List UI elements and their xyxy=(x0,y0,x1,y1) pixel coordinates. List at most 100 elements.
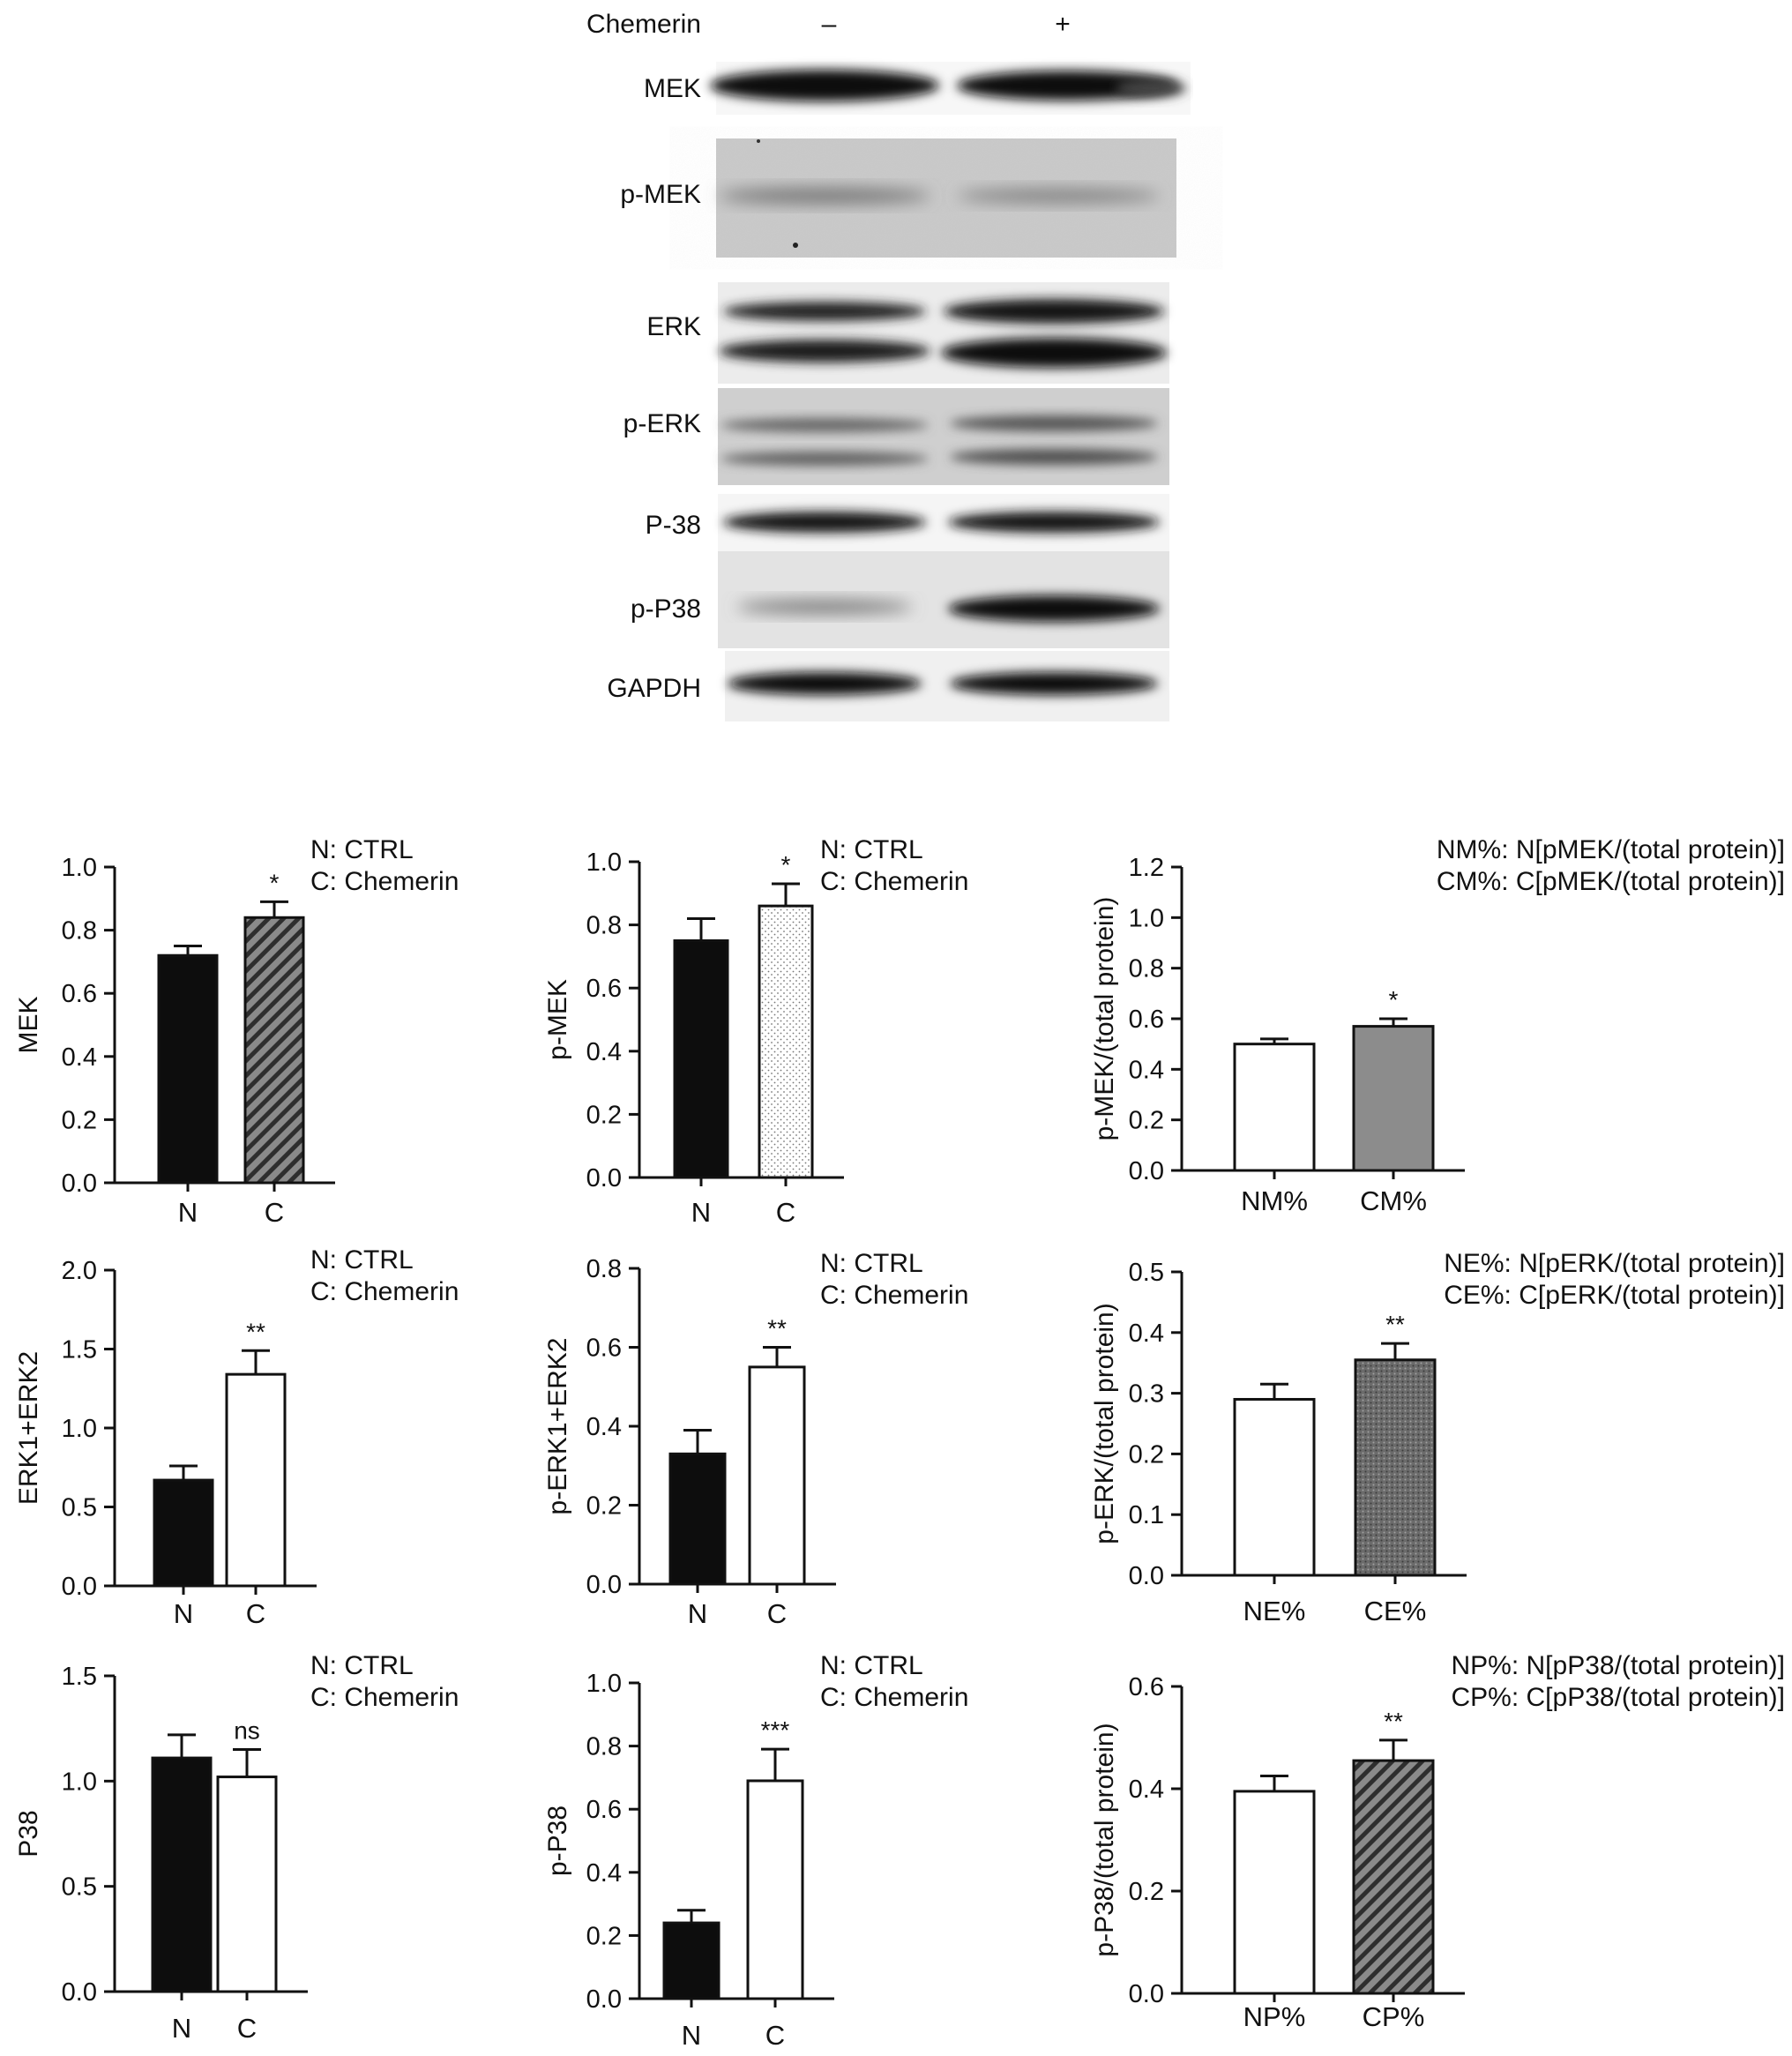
legend-entry: NM%: N[pMEK/(total protein)] xyxy=(1437,835,1785,864)
blot-row-gapdh: GAPDH xyxy=(607,651,1169,721)
y-tick-label: 0.6 xyxy=(586,1335,622,1363)
chart-p-mek-total-protein: 0.0 0.2 0.4 0.6 0.8 1.0 1.2 p-MEK/(total protei… xyxy=(1090,835,1785,1216)
y-tick-label: 0.4 xyxy=(1129,1320,1164,1348)
blot-label-gapdh: GAPDH xyxy=(607,674,701,703)
significance-label: *** xyxy=(761,1716,790,1744)
y-tick-label: 0.6 xyxy=(1129,1006,1164,1034)
y-tick-label: 1.0 xyxy=(586,1670,622,1698)
x-category-label: CE% xyxy=(1364,1596,1427,1626)
legend-entry: N: CTRL xyxy=(310,835,414,864)
blot-lane-label-plus: + xyxy=(1055,10,1071,39)
bar-c xyxy=(225,1372,287,1588)
bar-nm-pct xyxy=(1233,1043,1316,1172)
chart-p-p38-total-protein: 0.0 0.2 0.4 0.6 p-P38/(total protein) NP% ** CP… xyxy=(1090,1651,1785,2032)
chart-mek: 0.0 0.2 0.4 0.6 0.8 1.0 MEK N * C N: CTRL C: Chemer… xyxy=(14,835,459,1228)
y-tick-label: 0.2 xyxy=(586,1492,622,1521)
y-axis-label: P38 xyxy=(14,1810,43,1857)
chart-p-erk-total-protein: 0.0 0.1 0.2 0.3 0.4 0.5 p-ERK/(total protein) N… xyxy=(1090,1249,1785,1626)
blot-row-mek: MEK xyxy=(644,62,1191,115)
bar-ce-pct xyxy=(1354,1358,1437,1577)
blot-label-p-p38: p-P38 xyxy=(631,594,701,624)
significance-label: * xyxy=(781,851,791,878)
y-tick-label: 0.4 xyxy=(1129,1056,1164,1084)
y-axis-label: p-ERK1+ERK2 xyxy=(543,1338,572,1515)
y-tick-label: 0.0 xyxy=(62,1573,97,1601)
blot-treatment-label: Chemerin xyxy=(586,10,701,39)
x-category-label: NM% xyxy=(1241,1185,1308,1216)
y-tick-label: 0.8 xyxy=(1129,955,1164,983)
y-tick-label: 0.3 xyxy=(1129,1380,1164,1409)
y-axis-label: MEK xyxy=(14,996,43,1053)
bar-cm-pct xyxy=(1352,1025,1435,1172)
y-tick-label: 0.0 xyxy=(586,1571,622,1599)
chart-p-erk1-erk2: 0.0 0.2 0.4 0.6 0.8 p-ERK1+ERK2 N ** C N: CTRL C: … xyxy=(543,1249,968,1629)
y-axis-label: p-MEK/(total protein) xyxy=(1090,897,1119,1141)
y-tick-label: 0.8 xyxy=(586,1255,622,1283)
bar-n xyxy=(157,953,219,1185)
x-category-label: C xyxy=(246,1598,265,1629)
bar-c xyxy=(216,1776,278,1993)
significance-label: * xyxy=(270,869,280,896)
significance-label: ** xyxy=(767,1315,787,1342)
y-tick-label: 1.0 xyxy=(62,1415,97,1443)
y-tick-label: 0.4 xyxy=(62,1043,97,1072)
x-category-label: N xyxy=(691,1197,711,1228)
y-tick-label: 1.0 xyxy=(1129,904,1164,932)
y-axis-label: p-P38 xyxy=(543,1806,572,1876)
legend-entry: N: CTRL xyxy=(820,835,923,864)
y-tick-label: 0.6 xyxy=(586,975,622,1003)
y-axis-label: ERK1+ERK2 xyxy=(14,1351,43,1505)
bar-n xyxy=(662,1921,721,2000)
blot-label-mek: MEK xyxy=(644,74,701,103)
bar-c xyxy=(243,916,305,1185)
x-category-label: N xyxy=(682,2020,701,2051)
y-tick-label: 0.5 xyxy=(62,1873,97,1902)
x-category-label: CP% xyxy=(1363,2001,1425,2032)
y-tick-label: 0.6 xyxy=(62,980,97,1008)
y-tick-label: 0.4 xyxy=(586,1859,622,1888)
bar-c xyxy=(758,904,814,1179)
legend-entry: C: Chemerin xyxy=(310,1277,459,1306)
x-category-label: NE% xyxy=(1243,1596,1306,1626)
significance-label: ** xyxy=(246,1318,265,1345)
y-tick-label: 0.6 xyxy=(586,1796,622,1824)
bar-ne-pct xyxy=(1233,1397,1316,1577)
y-tick-label: 0.8 xyxy=(586,1733,622,1761)
legend-entry: NE%: N[pERK/(total protein)] xyxy=(1444,1249,1785,1278)
y-tick-label: 0.0 xyxy=(1129,1980,1164,2008)
chart-p-mek: 0.0 0.2 0.4 0.6 0.8 1.0 p-MEK N * C N: CTRL C: Chem… xyxy=(543,835,968,1228)
y-tick-label: 2.0 xyxy=(62,1257,97,1285)
y-tick-label: 0.2 xyxy=(62,1106,97,1134)
y-tick-label: 1.0 xyxy=(62,1768,97,1796)
bar-c xyxy=(746,1779,804,2000)
x-category-label: NP% xyxy=(1243,2001,1306,2032)
y-tick-label: 1.2 xyxy=(1129,854,1164,882)
significance-label: ** xyxy=(1385,1311,1405,1338)
bar-n xyxy=(673,939,729,1179)
y-tick-label: 0.5 xyxy=(1129,1259,1164,1287)
blot-row-p-p38: p-P38 xyxy=(631,551,1169,648)
y-tick-label: 0.2 xyxy=(586,1922,622,1950)
chart-p38: 0.0 0.5 1.0 1.5 P38 Nns C N: CTRL C: Chemerin xyxy=(14,1651,459,2044)
bar-cp-pct xyxy=(1352,1759,1435,1995)
blot-label-p-erk: p-ERK xyxy=(623,409,701,438)
legend-entry: N: CTRL xyxy=(820,1651,923,1680)
blot-label-p-mek: p-MEK xyxy=(620,180,701,209)
significance-label: ns xyxy=(234,1717,260,1745)
y-tick-label: 0.4 xyxy=(1129,1776,1164,1804)
bar-n xyxy=(151,1756,213,1993)
y-tick-label: 0.0 xyxy=(62,1978,97,2007)
y-tick-label: 0.0 xyxy=(1129,1157,1164,1185)
y-tick-label: 0.8 xyxy=(586,912,622,940)
significance-label: ** xyxy=(1384,1708,1403,1735)
x-category-label: C xyxy=(765,2020,785,2051)
x-category-label: N xyxy=(172,2013,191,2044)
western-blot-panel: Chemerin – + MEK p-MEK ERK p-ERK xyxy=(586,10,1191,721)
blot-label-erk: ERK xyxy=(646,312,701,341)
y-tick-label: 0.1 xyxy=(1129,1501,1164,1529)
x-category-label: N xyxy=(178,1197,198,1228)
y-tick-label: 0.6 xyxy=(1129,1673,1164,1701)
bar-c xyxy=(748,1365,806,1586)
x-category-label: N xyxy=(688,1598,707,1629)
y-axis-label: p-ERK/(total protein) xyxy=(1090,1303,1119,1544)
